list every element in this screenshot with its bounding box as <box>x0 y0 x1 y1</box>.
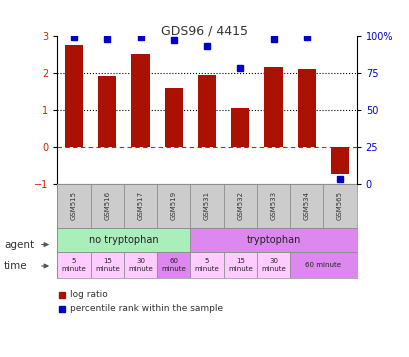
Bar <box>231 108 249 147</box>
Bar <box>57 184 90 228</box>
Text: tryptophan: tryptophan <box>246 235 300 245</box>
Bar <box>190 252 223 278</box>
Text: agent: agent <box>4 240 34 250</box>
Bar <box>124 184 157 228</box>
Text: GSM515: GSM515 <box>71 191 77 220</box>
Text: 60
minute: 60 minute <box>161 258 186 272</box>
Bar <box>330 147 348 175</box>
Bar <box>323 184 356 228</box>
Text: 30
minute: 30 minute <box>261 258 285 272</box>
Bar <box>90 252 124 278</box>
Bar <box>65 45 83 147</box>
Bar <box>264 67 282 147</box>
Bar <box>290 184 323 228</box>
Bar <box>57 252 90 278</box>
Bar <box>90 184 124 228</box>
Bar <box>297 69 315 147</box>
Text: percentile rank within the sample: percentile rank within the sample <box>70 304 222 313</box>
Text: GSM534: GSM534 <box>303 191 309 220</box>
Text: 60 minute: 60 minute <box>305 262 341 268</box>
Bar <box>164 87 182 147</box>
Text: GSM517: GSM517 <box>137 191 143 221</box>
Text: GDS96 / 4415: GDS96 / 4415 <box>161 25 248 38</box>
Bar <box>223 252 256 278</box>
Text: GSM516: GSM516 <box>104 191 110 221</box>
Text: GSM531: GSM531 <box>204 191 209 221</box>
Text: 30
minute: 30 minute <box>128 258 153 272</box>
Text: GSM565: GSM565 <box>336 191 342 220</box>
Text: 15
minute: 15 minute <box>94 258 119 272</box>
Text: GSM533: GSM533 <box>270 191 276 221</box>
Bar <box>98 76 116 147</box>
Bar <box>131 54 149 147</box>
Text: no tryptophan: no tryptophan <box>89 235 158 245</box>
Bar <box>157 252 190 278</box>
Text: log ratio: log ratio <box>70 290 107 299</box>
Bar <box>223 184 256 228</box>
Bar <box>157 184 190 228</box>
Bar <box>290 252 356 278</box>
Text: time: time <box>4 261 28 271</box>
Text: GSM519: GSM519 <box>171 191 176 221</box>
Text: 5
minute: 5 minute <box>194 258 219 272</box>
Bar <box>256 252 290 278</box>
Bar <box>198 75 216 147</box>
Text: GSM532: GSM532 <box>237 191 243 220</box>
Text: 15
minute: 15 minute <box>227 258 252 272</box>
Bar <box>190 184 223 228</box>
Bar <box>256 184 290 228</box>
Bar <box>190 228 356 252</box>
Text: 5
minute: 5 minute <box>61 258 86 272</box>
Bar <box>124 252 157 278</box>
Bar <box>57 228 190 252</box>
